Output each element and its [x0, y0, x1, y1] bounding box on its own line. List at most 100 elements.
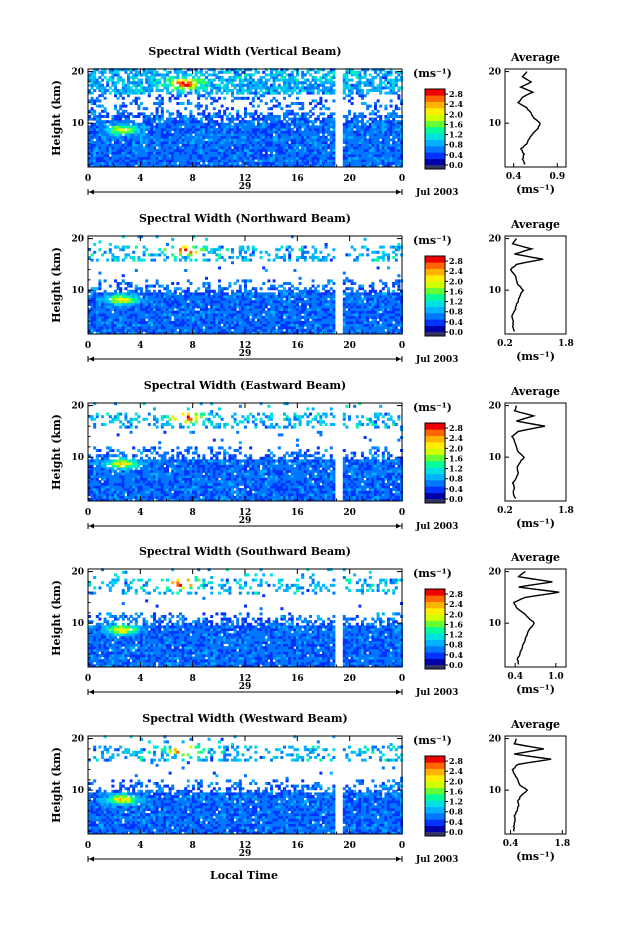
heatmap-cell [249, 122, 253, 126]
heatmap-cell [132, 91, 136, 95]
heatmap-cell [319, 130, 323, 134]
heatmap-cell [397, 323, 401, 327]
heatmap-cell [298, 138, 302, 142]
heatmap-cell [387, 112, 390, 116]
heatmap-cell [101, 159, 104, 163]
heatmap-cell [225, 154, 229, 157]
heatmap-cell [142, 326, 146, 330]
heatmap-cell [186, 73, 190, 77]
heatmap-cell [127, 83, 130, 87]
heatmap-cell [267, 164, 271, 168]
heatmap-cell [355, 300, 359, 304]
heatmap-cell [119, 122, 123, 126]
heatmap-cell [205, 315, 208, 319]
heatmap-cell [283, 91, 286, 95]
heatmap-cell [184, 128, 188, 131]
heatmap-cell [329, 141, 333, 144]
heatmap-cell [132, 133, 136, 137]
heatmap-cell [397, 138, 401, 142]
heatmap-cell [140, 315, 143, 319]
heatmap-cell [316, 135, 320, 139]
heatmap-cell [93, 78, 97, 82]
heatmap-cell [189, 315, 193, 319]
heatmap-cell [223, 313, 227, 317]
heatmap-cell [309, 146, 312, 150]
heatmap-cell [267, 122, 271, 126]
heatmap-cell [189, 78, 193, 82]
heatmap-cell [314, 70, 318, 74]
heatmap-cell [129, 138, 133, 142]
heatmap-cell [220, 138, 224, 142]
heatmap-cell [114, 81, 117, 85]
heatmap-cell [168, 302, 172, 306]
heatmap-cell [155, 117, 159, 121]
heatmap-cell [301, 146, 305, 150]
heatmap-cell [394, 321, 398, 324]
heatmap-cell [311, 76, 315, 79]
heatmap-cell [166, 148, 169, 152]
heatmap-cell [306, 156, 310, 160]
heatmap-cell [127, 331, 130, 335]
heatmap-cell [205, 331, 208, 335]
heatmap-cell [163, 138, 167, 142]
heatmap-cell [272, 122, 276, 126]
heatmap-cell [384, 154, 388, 157]
heatmap-cell [212, 130, 216, 134]
heatmap-cell [173, 151, 177, 155]
heatmap-cell [350, 70, 354, 74]
heatmap-cell [192, 143, 195, 147]
heatmap-cell [158, 133, 162, 137]
heatmap-cell [101, 133, 104, 137]
heatmap-cell [394, 143, 398, 147]
heatmap-cell [257, 302, 260, 306]
heatmap-cell [319, 164, 323, 168]
heatmap-cell [147, 117, 151, 121]
heatmap-cell [309, 151, 312, 155]
heatmap-cell [241, 86, 245, 90]
heatmap-cell [218, 297, 221, 301]
heatmap-cell [392, 91, 396, 95]
heatmap-cell [293, 146, 297, 150]
heatmap-cell [374, 141, 377, 144]
heatmap-cell [264, 326, 268, 330]
heatmap-cell [249, 321, 253, 324]
heatmap-cell [358, 313, 362, 317]
heatmap-cell [241, 164, 245, 168]
heatmap-cell [236, 297, 240, 301]
heatmap-cell [166, 156, 169, 160]
heatmap-cell [262, 76, 266, 79]
heatmap-cell [111, 135, 115, 139]
heatmap-cell [150, 323, 154, 327]
heatmap-cell [194, 143, 198, 147]
heatmap-cell [202, 143, 206, 147]
heatmap-cell [228, 308, 232, 311]
heatmap-cell [189, 125, 193, 129]
heatmap-cell [124, 138, 128, 142]
heatmap-cell [114, 94, 117, 98]
heatmap-cell [194, 117, 198, 121]
heatmap-cell [285, 125, 289, 129]
heatmap-cell [389, 148, 393, 152]
heatmap-cell [163, 81, 167, 85]
heatmap-cell [147, 83, 151, 87]
heatmap-cell [207, 164, 211, 168]
heatmap-cell [127, 146, 130, 150]
heatmap-cell [220, 122, 224, 126]
heatmap-cell [348, 122, 351, 126]
colorbar-swatch [425, 120, 445, 128]
heatmap-cell [350, 122, 354, 126]
heatmap-cell [371, 318, 375, 322]
heatmap-cell [384, 148, 388, 152]
heatmap-cell [290, 305, 294, 309]
heatmap-cell [371, 120, 375, 124]
heatmap-cell [311, 143, 315, 147]
heatmap-cell [101, 89, 104, 92]
heatmap-cell [220, 130, 224, 134]
heatmap-cell [103, 300, 107, 304]
heatmap-cell [363, 70, 367, 74]
heatmap-cell [301, 148, 305, 152]
heatmap-cell [231, 148, 234, 152]
heatmap-cell [205, 321, 208, 324]
heatmap-cell [184, 83, 188, 87]
heatmap-cell [197, 297, 201, 301]
